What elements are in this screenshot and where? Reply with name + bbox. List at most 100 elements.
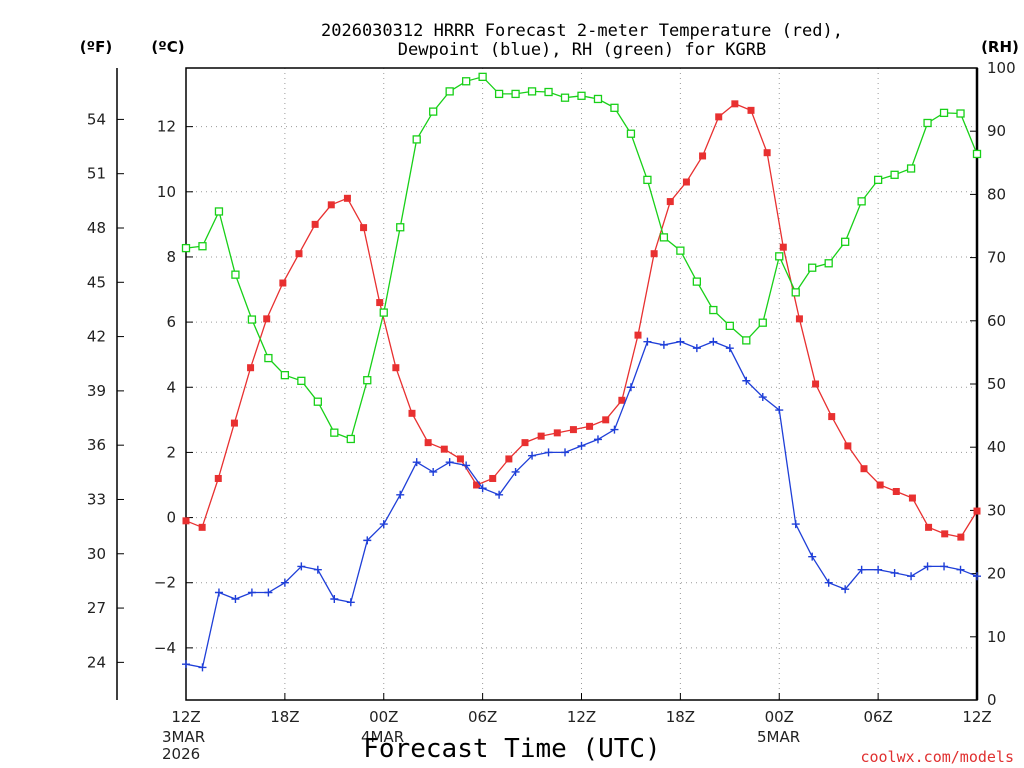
dewpoint-point	[758, 393, 767, 402]
x-tick-label: 18Z	[270, 708, 299, 726]
rh-tick-label: 0	[987, 691, 997, 709]
temperature-point	[214, 474, 222, 482]
rh-point	[791, 288, 800, 297]
rh-point	[396, 223, 405, 232]
x-tick-label: 12Z	[962, 708, 991, 726]
rh-point	[709, 305, 718, 315]
fahrenheit-unit-label: (ºF)	[80, 38, 112, 56]
fahrenheit-tick-label: 54	[87, 110, 106, 128]
temperature-point	[860, 465, 868, 473]
dewpoint-point	[857, 565, 866, 574]
dewpoint-point	[742, 376, 751, 385]
fahrenheit-tick-label: 45	[87, 273, 106, 291]
gridlines	[186, 68, 977, 700]
rh-point	[577, 91, 586, 100]
rh-tick-label: 10	[987, 628, 1006, 646]
temperature-point	[247, 364, 255, 372]
celsius-tick-label: 8	[166, 248, 176, 266]
credit-link[interactable]: coolwx.com/models	[860, 748, 1014, 766]
rh-point	[873, 175, 883, 185]
rh-point	[297, 376, 306, 385]
rh-point	[264, 353, 273, 363]
temperature-point	[553, 429, 561, 437]
rh-point	[890, 170, 899, 179]
fahrenheit-tick-label: 36	[87, 436, 106, 454]
x-tick-label: 00Z	[765, 708, 794, 726]
x-tick-label: 06Z	[468, 708, 497, 726]
dewpoint-point	[791, 520, 800, 529]
dewpoint-point	[544, 448, 553, 457]
rh-point	[330, 428, 339, 437]
dewpoint-point	[182, 660, 190, 669]
rh-tick-label: 100	[987, 59, 1016, 77]
rh-tick-label: 80	[987, 185, 1006, 203]
temperature-point	[489, 474, 497, 482]
temperature-point	[892, 488, 900, 496]
rh-point	[626, 129, 636, 138]
rh-tick-label: 30	[987, 501, 1006, 519]
temperature-point	[182, 517, 190, 525]
start-date-label: 3MAR	[162, 728, 205, 746]
dewpoint-point	[379, 520, 388, 529]
celsius-tick-label: −4	[154, 639, 176, 657]
temperature-point	[343, 194, 351, 202]
x-tick-label: 00Z	[369, 708, 398, 726]
celsius-tick-label: 0	[166, 509, 176, 527]
dewpoint-point	[214, 588, 223, 597]
fahrenheit-tick-label: 27	[87, 599, 106, 617]
fahrenheit-tick-label: 48	[87, 219, 106, 237]
rh-point	[841, 237, 850, 246]
rh-point	[247, 315, 257, 324]
rh-point	[280, 371, 290, 380]
dewpoint-point	[973, 572, 981, 581]
temperature-point	[812, 380, 820, 388]
temperature-point	[408, 409, 416, 417]
dewpoint-point	[808, 552, 817, 561]
celsius-tick-label: 2	[166, 443, 176, 461]
rh-point	[494, 89, 504, 99]
temperature-point	[699, 152, 707, 160]
rh-point	[972, 149, 982, 159]
dewpoint-point	[511, 467, 520, 476]
temperature-point	[682, 178, 690, 186]
fahrenheit-tick-label: 42	[87, 328, 106, 346]
rh-point	[231, 270, 240, 279]
temperature-point	[569, 426, 577, 434]
dewpoint-point	[956, 565, 965, 574]
dewpoint-point	[264, 588, 273, 597]
rh-point	[214, 207, 224, 216]
rh-point	[676, 246, 685, 255]
rh-tick-label: 90	[987, 122, 1006, 140]
dewpoint-point	[280, 578, 289, 587]
x-axis-label: Forecast Time (UTC)	[363, 734, 660, 764]
rh-tick-label: 60	[987, 312, 1006, 330]
rh-point	[461, 77, 471, 86]
rh-point	[313, 397, 322, 406]
temperature-point	[618, 396, 626, 404]
rh-unit-label: (RH)	[981, 38, 1019, 56]
rh-point	[956, 109, 965, 118]
axes	[116, 67, 979, 701]
temperature-point	[779, 243, 787, 251]
dewpoint-point	[725, 344, 734, 353]
temperature-point	[650, 250, 658, 258]
temperature-point	[602, 416, 610, 424]
celsius-tick-label: 6	[166, 313, 176, 331]
rh-tick-label: 20	[987, 565, 1006, 583]
rh-point	[857, 197, 866, 206]
dewpoint-point	[478, 484, 487, 493]
dewpoint-point	[495, 490, 504, 499]
temperature-point	[473, 481, 481, 489]
dewpoint-point	[561, 448, 570, 457]
dewpoint-point	[247, 588, 256, 597]
dewpoint-point	[907, 572, 916, 581]
rh-point	[906, 164, 916, 173]
day3-date-label: 5MAR	[757, 728, 800, 746]
temperature-point	[747, 106, 755, 114]
temperature-point	[198, 523, 206, 531]
rh-point	[412, 135, 421, 144]
rh-point	[824, 259, 833, 268]
dewpoint-point	[577, 441, 586, 450]
temperature-point	[731, 100, 739, 108]
